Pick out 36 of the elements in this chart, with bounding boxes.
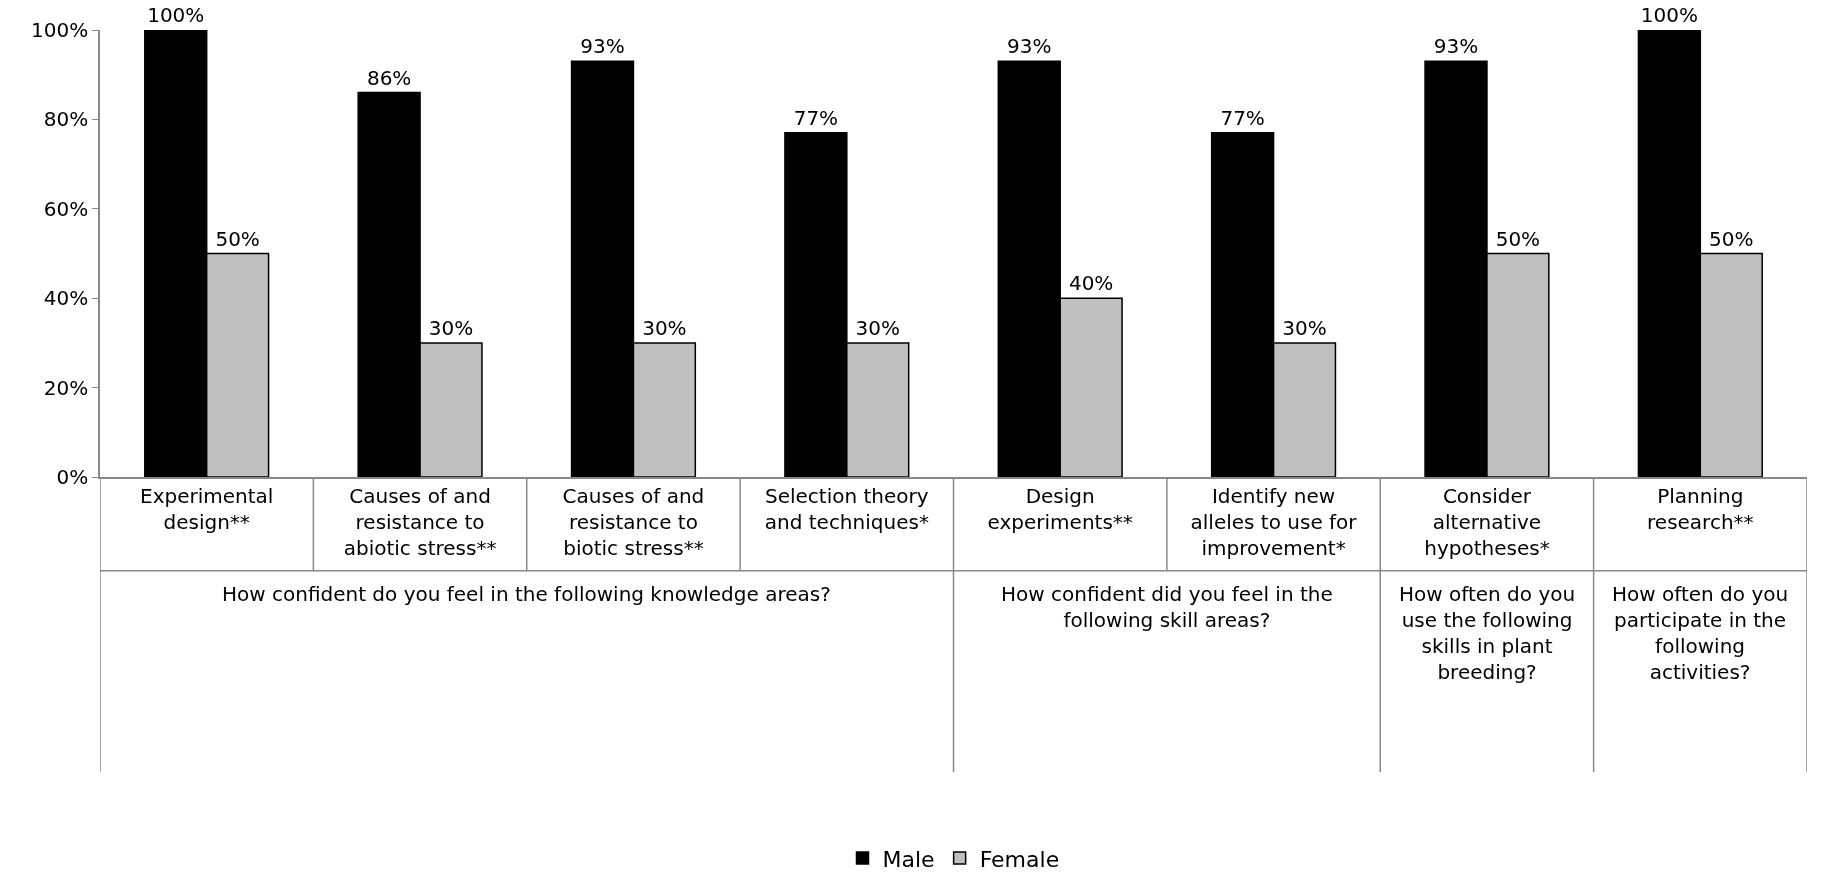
x-tick-label: Design experiments** <box>987 483 1133 534</box>
legend-label: Female <box>979 846 1060 872</box>
y-tick-label: 20% <box>43 375 89 400</box>
data-label: 50% <box>1709 226 1754 251</box>
data-label: 93% <box>1433 34 1479 59</box>
data-label: 40% <box>1068 271 1114 296</box>
data-label: 100% <box>147 3 205 27</box>
text: How often do you participate in the following activities? <box>1612 582 1789 684</box>
y-tick-label: 80% <box>43 107 89 132</box>
x-tick-label: Causes of and resistance to abiotic stress** <box>343 483 497 560</box>
data-label: 30% <box>428 315 474 340</box>
text: How confident do you feel in the following knowledge areas? <box>222 582 831 606</box>
data-label: 50% <box>215 226 260 251</box>
legend-label: Male <box>882 846 935 872</box>
x-tick-label: Causes of and resistance to biotic stress** <box>562 483 705 560</box>
y-tick-label: 0% <box>56 465 89 489</box>
data-label: 86% <box>366 65 412 90</box>
data-label: 93% <box>1007 34 1052 59</box>
data-label: 30% <box>642 315 687 340</box>
data-label: 30% <box>855 315 900 340</box>
x-tick-label: Planning research** <box>1647 483 1754 534</box>
data-label: 77% <box>1220 105 1265 130</box>
data-label: 100% <box>1640 3 1698 27</box>
data-label: 50% <box>1495 226 1541 251</box>
x-tick-label: Experimental design** <box>140 483 274 534</box>
x-tick-label: Consider alternative hypotheses* <box>1424 483 1550 560</box>
text: How often do you use the following skills in plant breeding? <box>1399 582 1576 684</box>
y-tick-label: 40% <box>43 286 89 311</box>
data-label: 93% <box>580 34 625 59</box>
data-label: 77% <box>793 105 839 130</box>
y-tick-label: 60% <box>43 196 89 221</box>
data-label: 30% <box>1282 315 1327 340</box>
x-tick-label: Identify new alleles to use for improvement* <box>1190 483 1358 560</box>
text: How confident did you feel in the following skill areas? <box>1001 582 1333 632</box>
y-tick-label: 100% <box>31 18 89 42</box>
x-tick-label: Selection theory and techniques* <box>764 483 929 534</box>
